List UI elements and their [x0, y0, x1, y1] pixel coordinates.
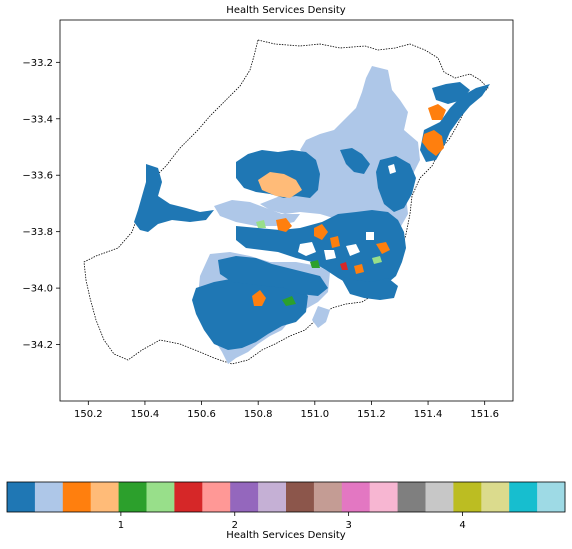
colorbar-swatch: [313, 482, 343, 512]
region-green-central: [310, 260, 320, 268]
colorbar-swatch: [230, 482, 259, 512]
x-tick-label: 151.6: [470, 409, 499, 420]
region-south-west-large: [192, 276, 308, 350]
x-axis-ticks: 150.2 150.4 150.6 150.8 151.0 151.2 151.4 151.6: [74, 401, 499, 420]
region-inner-orange: [354, 264, 364, 274]
hole-2: [324, 250, 336, 260]
hole-4: [366, 232, 374, 240]
region-south-strip: [312, 306, 330, 328]
region-central-orange-2: [330, 236, 340, 248]
colorbar-swatch: [509, 482, 538, 512]
colorbar-swatch: [397, 482, 426, 512]
region-north-shore: [376, 156, 416, 212]
region-penrith: [276, 218, 292, 232]
region-katoomba: [258, 172, 302, 198]
region-coast-north: [432, 82, 470, 104]
region-holes: [298, 164, 396, 260]
y-tick-label: −34.0: [22, 284, 53, 295]
colorbar-swatch: [286, 482, 315, 512]
y-tick-label: −33.2: [22, 58, 53, 69]
colorbar-tick-label: 2: [232, 520, 238, 531]
colorbar-swatch: [537, 482, 566, 512]
y-tick-label: −34.2: [22, 340, 53, 351]
region-lightgreen-east: [372, 256, 382, 264]
x-tick-label: 151.0: [300, 409, 329, 420]
colorbar: [6, 481, 566, 513]
region-green-north: [256, 220, 266, 228]
region-campbelltown: [252, 290, 266, 306]
x-tick-label: 151.2: [357, 409, 386, 420]
x-tick-label: 150.2: [74, 409, 103, 420]
colorbar-tick-label: 1: [118, 520, 124, 531]
x-tick-label: 150.6: [187, 409, 216, 420]
region-south-lobe: [218, 256, 328, 296]
hole-5: [388, 164, 396, 174]
region-coast-orange: [422, 130, 444, 156]
colorbar-label: Health Services Density: [226, 530, 346, 541]
colorbar-swatch: [146, 482, 175, 512]
region-gosford: [428, 104, 446, 120]
region-west-arm: [134, 164, 214, 232]
hole-3: [346, 244, 360, 256]
region-central-orange-1: [314, 224, 328, 240]
y-tick-label: −33.8: [22, 227, 53, 238]
regions-orange: [252, 104, 446, 306]
colorbar-tick-label: 4: [459, 520, 465, 531]
colorbar-swatch: [341, 482, 371, 512]
region-inner-east: [340, 276, 398, 300]
colorbar-swatch: [481, 482, 510, 512]
colorbar-swatch: [202, 482, 231, 512]
y-axis-ticks: −33.2 −33.4 −33.6 −33.8 −34.0 −34.2: [22, 58, 60, 351]
y-tick-label: −33.6: [22, 171, 53, 182]
region-green-south: [282, 296, 296, 306]
colorbar-swatch: [258, 482, 287, 512]
x-tick-label: 150.8: [244, 409, 273, 420]
colorbar-swatch: [425, 482, 454, 512]
x-tick-label: 151.4: [414, 409, 443, 420]
colorbar-swatch: [118, 482, 147, 512]
colorbar-swatch: [453, 482, 482, 512]
colorbar-swatch: [90, 482, 120, 512]
colorbar-ticks: 1 2 3 4: [118, 512, 466, 531]
region-hills: [340, 148, 370, 174]
y-tick-label: −33.4: [22, 114, 53, 125]
colorbar-swatch: [369, 482, 399, 512]
x-tick-label: 150.4: [131, 409, 160, 420]
colorbar-swatch: [7, 482, 36, 512]
map-title: Health Services Density: [226, 5, 346, 16]
colorbar-tick-label: 3: [345, 520, 351, 531]
region-east-orange: [376, 242, 390, 254]
regions-accent: [256, 220, 382, 306]
colorbar-swatch: [174, 482, 203, 512]
colorbar-swatch: [34, 482, 64, 512]
region-red-central: [340, 262, 348, 270]
colorbar-swatch: [62, 482, 92, 512]
colorbar-border: [6, 481, 566, 513]
hole-1: [298, 242, 316, 256]
